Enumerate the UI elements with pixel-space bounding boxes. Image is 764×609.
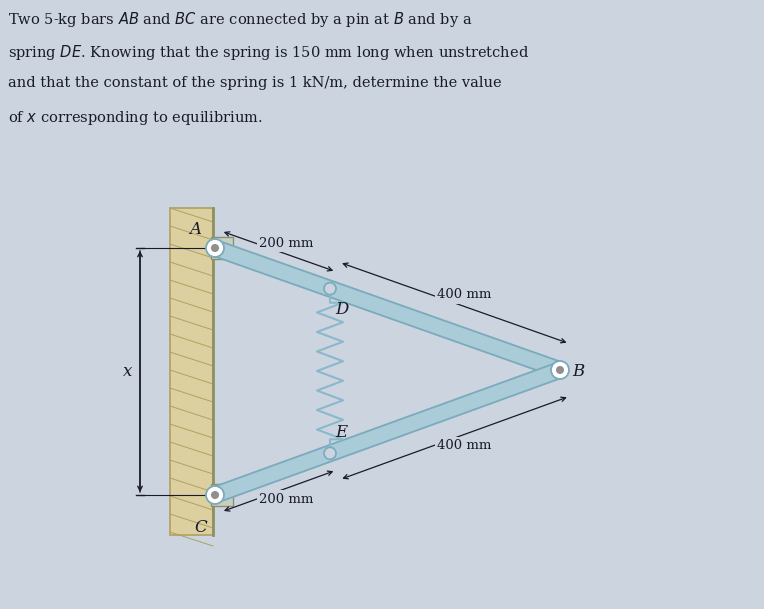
Text: C: C xyxy=(194,519,207,536)
Bar xyxy=(170,208,213,535)
Circle shape xyxy=(324,283,336,295)
Text: 400 mm: 400 mm xyxy=(437,289,491,301)
Text: D: D xyxy=(335,301,348,318)
Circle shape xyxy=(211,491,219,499)
Polygon shape xyxy=(212,241,562,378)
Text: 200 mm: 200 mm xyxy=(260,493,314,505)
Bar xyxy=(211,484,233,506)
Text: and that the constant of the spring is 1 kN/m, determine the value: and that the constant of the spring is 1… xyxy=(8,76,502,90)
Circle shape xyxy=(556,366,564,374)
Text: of $\mathit{x}$ corresponding to equilibrium.: of $\mathit{x}$ corresponding to equilib… xyxy=(8,109,263,127)
Circle shape xyxy=(324,448,336,459)
Text: Two 5-kg bars $\mathit{AB}$ and $\mathit{BC}$ are connected by a pin at $\mathit: Two 5-kg bars $\mathit{AB}$ and $\mathit… xyxy=(8,10,472,29)
Circle shape xyxy=(211,244,219,252)
Text: 200 mm: 200 mm xyxy=(259,237,314,250)
Circle shape xyxy=(206,486,224,504)
Text: x: x xyxy=(123,363,133,380)
Circle shape xyxy=(206,239,224,257)
Circle shape xyxy=(551,361,569,379)
Text: spring $\mathit{DE}$. Knowing that the spring is 150 mm long when unstretched: spring $\mathit{DE}$. Knowing that the s… xyxy=(8,43,529,62)
Polygon shape xyxy=(212,362,563,502)
Bar xyxy=(211,237,233,259)
Text: A: A xyxy=(189,221,201,238)
Text: B: B xyxy=(572,364,584,381)
Text: E: E xyxy=(335,424,347,442)
Text: 400 mm: 400 mm xyxy=(437,440,492,452)
